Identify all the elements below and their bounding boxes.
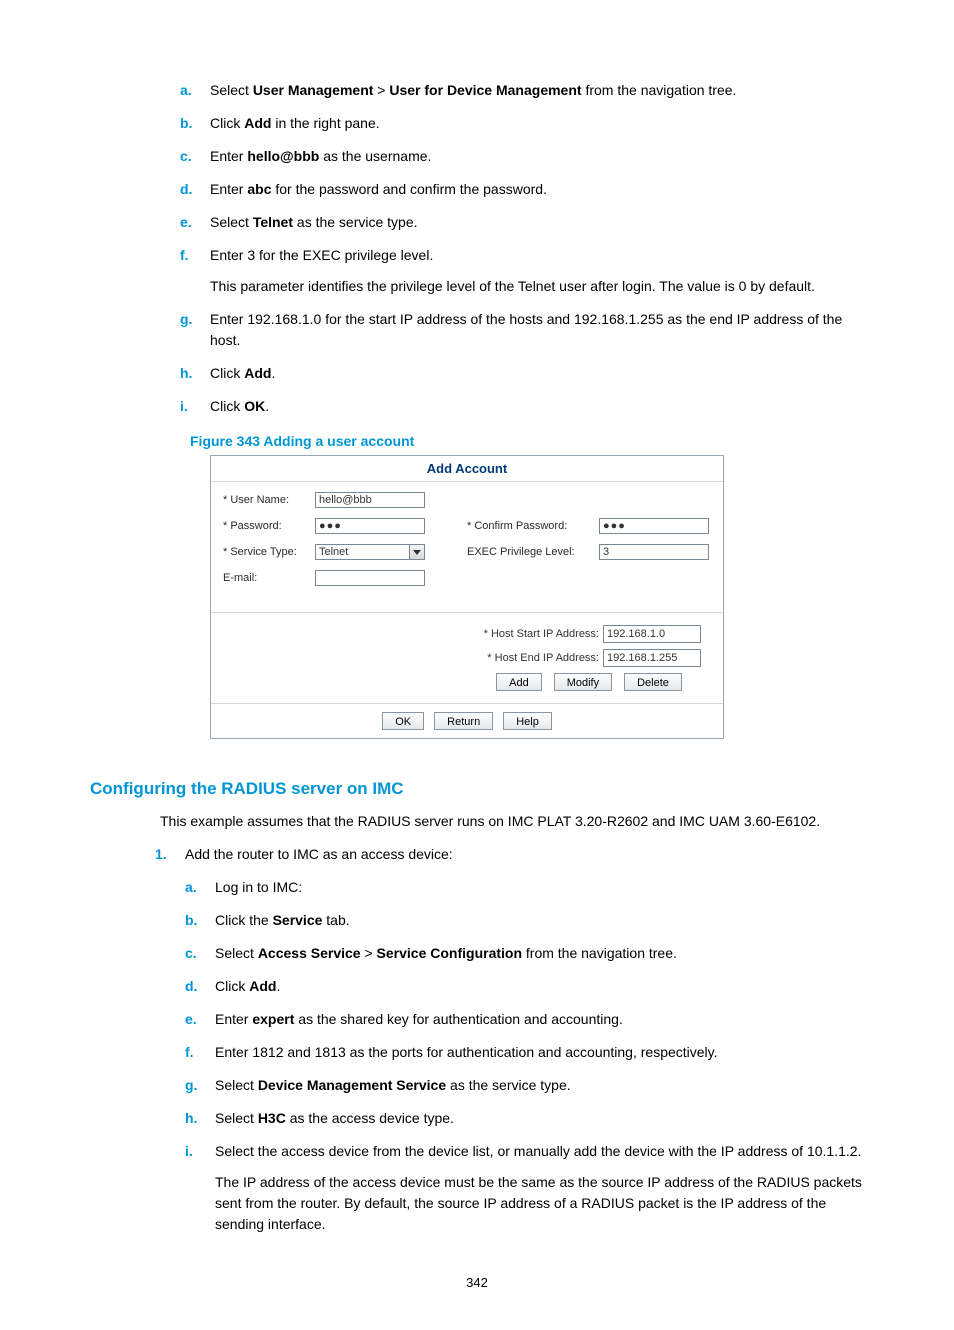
step-g: g. Enter 192.168.1.0 for the start IP ad… — [210, 309, 864, 351]
step-f-note: This parameter identifies the privilege … — [210, 276, 864, 297]
input-password[interactable]: ●●● — [315, 518, 425, 534]
sub-i-note: The IP address of the access device must… — [215, 1172, 864, 1235]
sub-h: h.Select H3C as the access device type. — [215, 1108, 864, 1129]
panel-col-right: * Confirm Password: ●●● EXEC Privilege L… — [467, 490, 711, 594]
select-servicetype[interactable]: Telnet — [315, 544, 425, 560]
step-c: c. Enter hello@bbb as the username. — [210, 146, 864, 167]
sub-f: f.Enter 1812 and 1813 as the ports for a… — [215, 1042, 864, 1063]
sub-c: c.Select Access Service > Service Config… — [215, 943, 864, 964]
input-hostend[interactable]: 192.168.1.255 — [603, 649, 701, 667]
panel-body: * User Name: hello@bbb * Password: ●●● *… — [211, 482, 723, 606]
panel-title: Add Account — [211, 456, 723, 482]
help-button[interactable]: Help — [503, 712, 552, 730]
section-intro: This example assumes that the RADIUS ser… — [160, 811, 864, 832]
sub-e: e.Enter expert as the shared key for aut… — [215, 1009, 864, 1030]
sub-g: g.Select Device Management Service as th… — [215, 1075, 864, 1096]
label-hostend: * Host End IP Address: — [467, 652, 603, 664]
return-button[interactable]: Return — [434, 712, 493, 730]
step-b: b. Click Add in the right pane. — [210, 113, 864, 134]
label-email: E-mail: — [223, 572, 315, 584]
section-heading: Configuring the RADIUS server on IMC — [90, 779, 864, 799]
step-f: f. Enter 3 for the EXEC privilege level.… — [210, 245, 864, 297]
step-d: d. Enter abc for the password and confir… — [210, 179, 864, 200]
step-i: i. Click OK. — [210, 396, 864, 417]
input-confirmpw[interactable]: ●●● — [599, 518, 709, 534]
modify-button[interactable]: Modify — [554, 673, 612, 691]
panel-col-left: * User Name: hello@bbb * Password: ●●● *… — [223, 490, 467, 594]
label-servicetype: * Service Type: — [223, 546, 315, 558]
sub-a: a.Log in to IMC: — [215, 877, 864, 898]
input-execlvl[interactable]: 3 — [599, 544, 709, 560]
step-a: a. Select User Management > User for Dev… — [210, 80, 864, 101]
label-username: * User Name: — [223, 494, 315, 506]
figure-caption: Figure 343 Adding a user account — [190, 433, 864, 449]
input-email[interactable] — [315, 570, 425, 586]
chevron-down-icon — [409, 545, 424, 559]
step-list-1: a. Select User Management > User for Dev… — [90, 80, 864, 417]
label-execlvl: EXEC Privilege Level: — [467, 546, 599, 558]
sub-step-list: a.Log in to IMC: b.Click the Service tab… — [185, 877, 864, 1235]
input-hoststart[interactable]: 192.168.1.0 — [603, 625, 701, 643]
label-confirmpw: * Confirm Password: — [467, 520, 599, 532]
panel-footer: OK Return Help — [211, 703, 723, 738]
numbered-list: 1. Add the router to IMC as an access de… — [90, 844, 864, 1235]
add-button[interactable]: Add — [496, 673, 542, 691]
step-e: e. Select Telnet as the service type. — [210, 212, 864, 233]
panel-lower: * Host Start IP Address: 192.168.1.0 * H… — [211, 613, 723, 703]
page-number: 342 — [90, 1275, 864, 1290]
sub-b: b.Click the Service tab. — [215, 910, 864, 931]
delete-button[interactable]: Delete — [624, 673, 682, 691]
sub-i: i.Select the access device from the devi… — [215, 1141, 864, 1235]
sub-d: d.Click Add. — [215, 976, 864, 997]
label-password: * Password: — [223, 520, 315, 532]
add-account-panel: Add Account * User Name: hello@bbb * Pas… — [210, 455, 724, 739]
step-h: h. Click Add. — [210, 363, 864, 384]
label-hoststart: * Host Start IP Address: — [467, 628, 603, 640]
num-step-1: 1. Add the router to IMC as an access de… — [185, 844, 864, 1235]
ok-button[interactable]: OK — [382, 712, 424, 730]
input-username[interactable]: hello@bbb — [315, 492, 425, 508]
